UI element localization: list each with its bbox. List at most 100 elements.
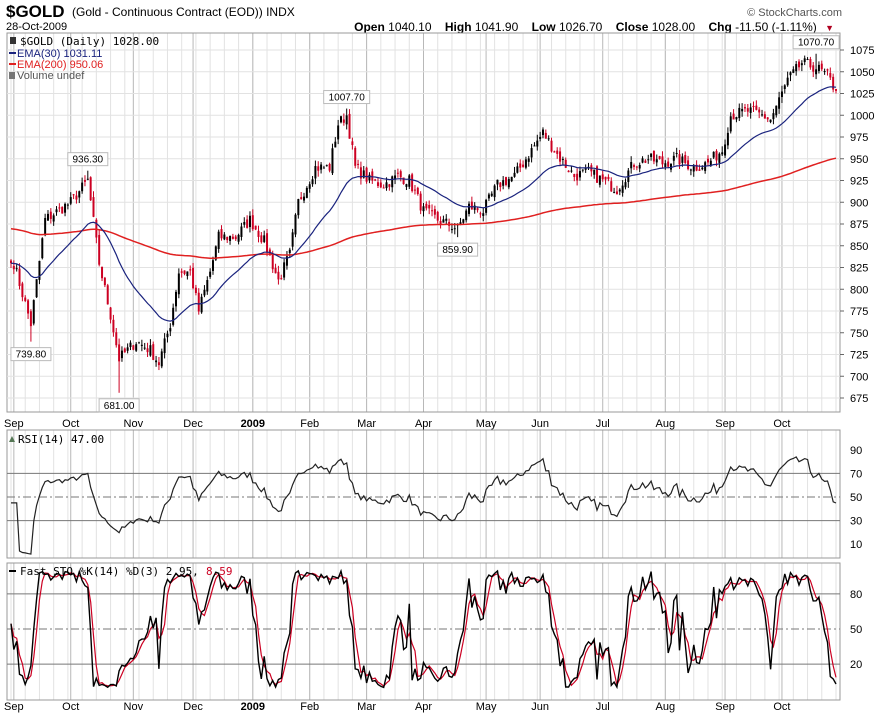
candle bbox=[229, 235, 232, 245]
candle bbox=[89, 176, 92, 201]
candle-body bbox=[832, 76, 835, 90]
candle-body bbox=[709, 160, 712, 166]
copyright: © StockCharts.com bbox=[747, 7, 842, 19]
candle bbox=[163, 333, 166, 359]
candles bbox=[10, 53, 837, 393]
candle bbox=[704, 160, 707, 174]
candle-body bbox=[453, 228, 456, 230]
sto-x-tick-label: Oct bbox=[773, 701, 790, 713]
candle bbox=[658, 155, 661, 160]
candle bbox=[758, 107, 761, 119]
annotation-label: 859.90 bbox=[442, 245, 473, 256]
candle bbox=[340, 115, 342, 124]
candle bbox=[243, 217, 246, 228]
sto-x-tick-label: Nov bbox=[124, 701, 144, 713]
candle-body bbox=[610, 181, 613, 192]
price-tick-label: 750 bbox=[850, 328, 868, 340]
candle bbox=[800, 60, 803, 72]
candle-body bbox=[351, 141, 354, 146]
candle-body bbox=[684, 155, 687, 163]
candle bbox=[425, 201, 428, 211]
candle bbox=[763, 111, 766, 119]
candle bbox=[516, 162, 519, 174]
open-label: Open bbox=[354, 20, 385, 34]
candle-body bbox=[180, 271, 183, 273]
candle bbox=[177, 268, 180, 299]
price-tick-label: 975 bbox=[850, 132, 868, 144]
candle-body bbox=[598, 175, 601, 185]
candle bbox=[169, 323, 172, 337]
candle-body bbox=[166, 333, 169, 338]
candle-body bbox=[274, 267, 277, 274]
candle bbox=[234, 234, 237, 241]
candle-body bbox=[157, 362, 160, 366]
candle-body bbox=[399, 171, 402, 178]
candle-body bbox=[320, 164, 323, 170]
main-x-tick-label: Jul bbox=[596, 418, 610, 430]
candle-body bbox=[18, 268, 21, 287]
candle-body bbox=[303, 196, 306, 201]
candle-body bbox=[365, 167, 368, 182]
candle-body bbox=[334, 141, 337, 148]
candle-body bbox=[789, 72, 792, 76]
candle bbox=[223, 232, 226, 241]
candle bbox=[738, 103, 741, 122]
candle-body bbox=[450, 229, 453, 231]
candle bbox=[661, 151, 664, 169]
candle bbox=[135, 342, 138, 352]
candle-body bbox=[672, 155, 675, 161]
candle-body bbox=[578, 171, 581, 178]
candle bbox=[835, 89, 837, 94]
candle bbox=[590, 163, 593, 177]
candle bbox=[408, 174, 411, 190]
candle-body bbox=[260, 235, 263, 243]
candle bbox=[15, 263, 18, 272]
candle bbox=[815, 53, 818, 80]
candle-body bbox=[75, 195, 78, 200]
candle-body bbox=[140, 344, 143, 346]
candle-body bbox=[533, 145, 536, 147]
candle-body bbox=[516, 166, 519, 173]
candle-body bbox=[826, 69, 829, 71]
candle-body bbox=[288, 249, 291, 253]
candle-body bbox=[160, 351, 163, 367]
main-x-tick-label: Sep bbox=[4, 418, 24, 430]
candle bbox=[587, 162, 590, 171]
candle-body bbox=[379, 182, 382, 188]
rsi-line bbox=[11, 456, 837, 555]
candle-body bbox=[445, 218, 448, 221]
sto-x-tick-label: Sep bbox=[715, 701, 735, 713]
candle bbox=[729, 112, 732, 134]
candle bbox=[35, 279, 38, 298]
candle-body bbox=[266, 233, 269, 253]
candle bbox=[795, 60, 798, 76]
candle-body bbox=[32, 300, 35, 324]
candle bbox=[524, 156, 527, 170]
candle bbox=[598, 175, 601, 188]
candle bbox=[684, 151, 687, 165]
candle-body bbox=[817, 64, 820, 71]
candle-body bbox=[223, 234, 226, 240]
candle bbox=[146, 342, 149, 358]
candle bbox=[220, 225, 223, 241]
price-tick-label: 1025 bbox=[850, 89, 874, 101]
candle bbox=[257, 225, 260, 243]
candle-body bbox=[294, 214, 297, 235]
candle bbox=[735, 116, 738, 123]
candle bbox=[285, 251, 288, 270]
candle-body bbox=[376, 182, 379, 186]
candle bbox=[672, 151, 675, 166]
candle-body bbox=[342, 119, 345, 123]
sto-panel bbox=[6, 562, 841, 701]
chg-label: Chg bbox=[708, 20, 732, 34]
candle-body bbox=[559, 151, 562, 162]
candle-body bbox=[325, 165, 328, 167]
rsi-tick-label: 90 bbox=[850, 445, 862, 457]
candle-body bbox=[706, 158, 709, 163]
candle-body bbox=[46, 213, 49, 221]
candle bbox=[559, 147, 562, 167]
candle-body bbox=[280, 278, 283, 280]
candle-body bbox=[177, 273, 180, 295]
rsi-frame bbox=[6, 429, 841, 559]
candle-body bbox=[203, 289, 206, 296]
